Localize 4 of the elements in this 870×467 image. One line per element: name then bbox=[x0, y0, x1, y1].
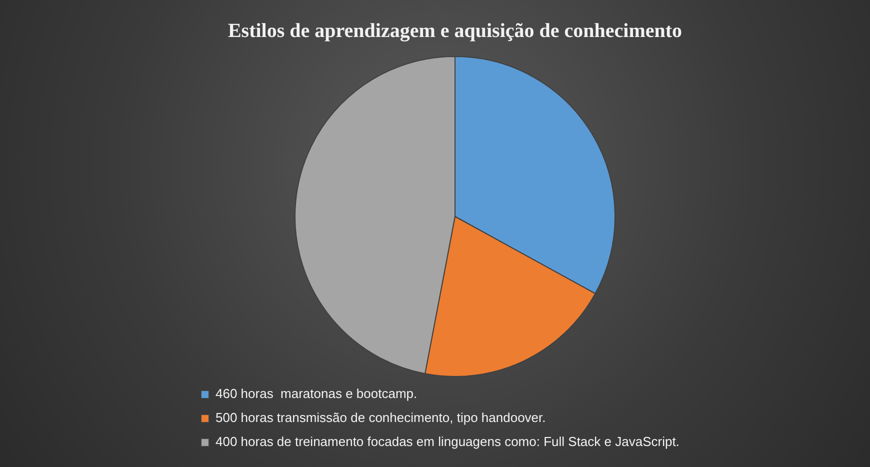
chart-title: Estilos de aprendizagem e aquisição de conhecimento bbox=[228, 20, 682, 42]
legend-label: 400 horas de treinamento focadas em linguagens como: Full Stack e JavaScript. bbox=[216, 434, 680, 450]
legend-label: 500 horas transmissão de conhecimento, tipo handoover. bbox=[216, 410, 546, 426]
legend-label: 460 horas maratonas e bootcamp. bbox=[216, 386, 418, 402]
